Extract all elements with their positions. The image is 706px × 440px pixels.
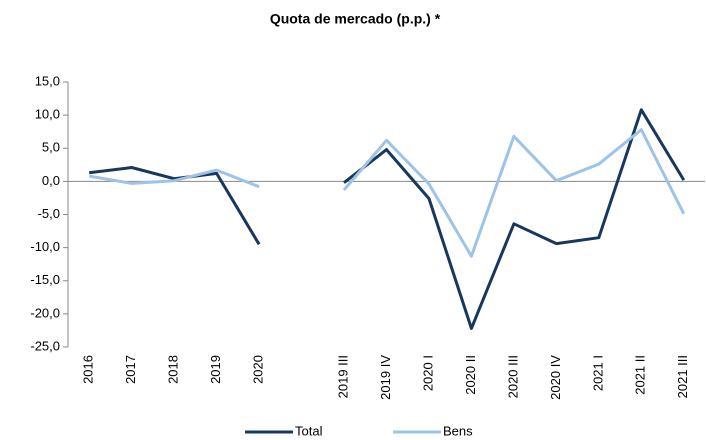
- x-tick-label: 2021 III: [675, 355, 690, 398]
- series-line: [88, 128, 686, 258]
- x-tick-label: 2019 IV: [378, 355, 393, 400]
- x-tick-label: 2021 I: [590, 355, 605, 391]
- x-tick-label: 2021 II: [633, 355, 648, 395]
- x-tick-label: 2019: [208, 355, 223, 384]
- x-tick-label: 2016: [81, 355, 96, 384]
- y-tick-label: -25,0: [30, 338, 60, 353]
- x-tick-label: 2019 III: [335, 355, 350, 398]
- y-tick-label: 10,0: [35, 107, 60, 122]
- y-tick-label: -5,0: [38, 206, 60, 221]
- x-tick-label: 2017: [123, 355, 138, 384]
- y-tick-label: -15,0: [30, 272, 60, 287]
- y-tick-label: -10,0: [30, 239, 60, 254]
- x-tick-label: 2020 IV: [548, 355, 563, 400]
- x-tick-label: 2020 III: [505, 355, 520, 398]
- x-tick-label: 2020 II: [463, 355, 478, 395]
- series-line: [89, 108, 686, 330]
- x-tick-label: 2020 I: [420, 355, 435, 391]
- y-tick-label: 15,0: [35, 73, 60, 88]
- legend-label: Total: [295, 423, 323, 438]
- legend-label: Bens: [443, 423, 473, 438]
- x-tick-label: 2018: [166, 355, 181, 384]
- x-tick-label: 2020: [251, 355, 266, 384]
- y-tick-label: 0,0: [42, 173, 60, 188]
- chart-title: Quota de mercado (p.p.) *: [270, 11, 441, 27]
- y-tick-label: 5,0: [42, 140, 60, 155]
- y-tick-label: -20,0: [30, 305, 60, 320]
